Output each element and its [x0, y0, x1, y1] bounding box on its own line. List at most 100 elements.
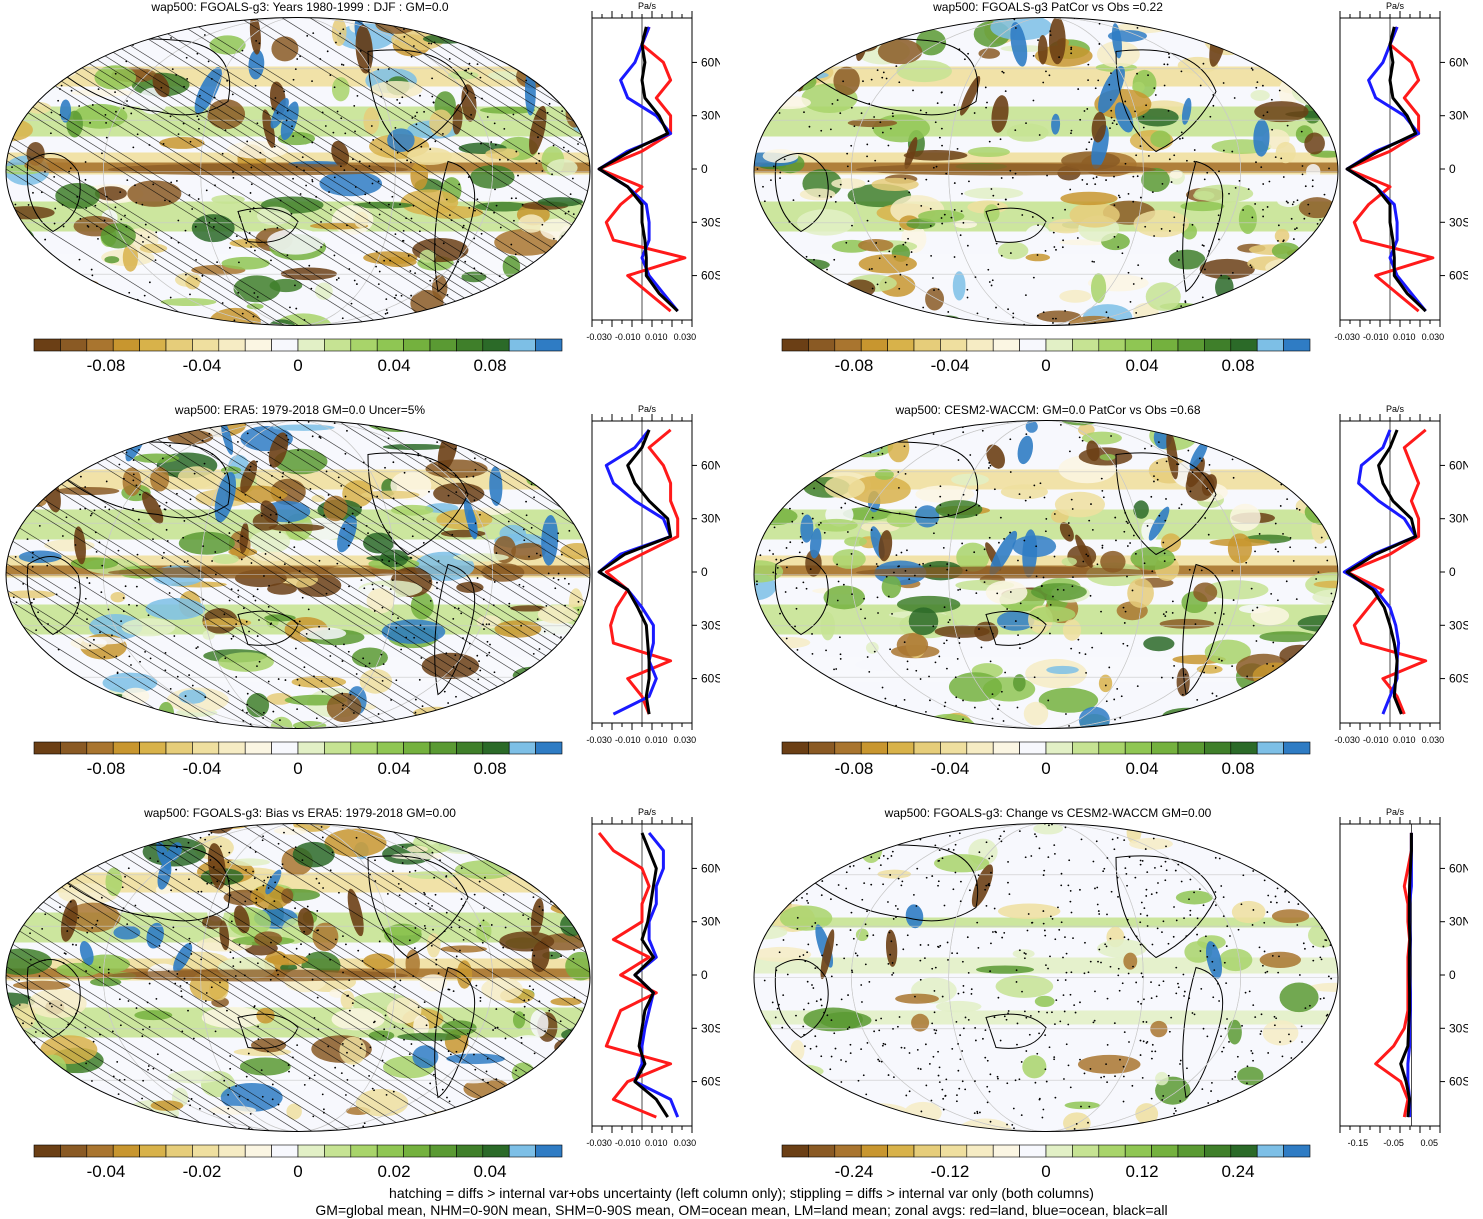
colorbar-swatch [1204, 1145, 1230, 1157]
map-field [751, 820, 1341, 1135]
colorbar-swatch [967, 339, 993, 351]
colorbar-tick-label: -0.04 [931, 759, 970, 778]
map-plot [3, 417, 593, 732]
zonal-unit-label: Pa/s [638, 1, 657, 11]
map-title: wap500: FGOALS-g3: Change vs CESM2-WACCM… [748, 806, 1348, 820]
colorbar-swatch [298, 339, 324, 351]
colorbar-swatch [1152, 1145, 1178, 1157]
colorbar-swatch [298, 1145, 324, 1157]
colorbar-swatch [808, 1145, 834, 1157]
colorbar-swatch [192, 1145, 218, 1157]
zonal-x-tick-label: -0.030 [586, 735, 612, 745]
colorbar-tick-label: 0.12 [1125, 1162, 1158, 1181]
colorbar-swatch [1099, 742, 1125, 754]
colorbar-swatch [166, 1145, 192, 1157]
colorbar-swatch [192, 742, 218, 754]
colorbar-swatch [967, 1145, 993, 1157]
colorbar-swatch [219, 742, 245, 754]
colorbar-swatch [993, 339, 1019, 351]
zonal-x-tick-label: 0.010 [1393, 332, 1416, 342]
colorbar-swatch [87, 1145, 113, 1157]
colorbar-swatch [219, 339, 245, 351]
colorbar-swatch [245, 742, 271, 754]
colorbar-swatch [430, 1145, 456, 1157]
colorbar-swatch [1257, 339, 1283, 351]
colorbar-tick-label: -0.08 [87, 759, 126, 778]
zonal-line-ocean [599, 430, 671, 714]
zonal-lat-label: 60S [1449, 672, 1468, 686]
colorbar-swatch [1020, 339, 1046, 351]
colorbar-swatch [509, 339, 535, 351]
zonal-line-land [1376, 833, 1412, 1117]
zonal-lat-label: 30S [701, 618, 720, 632]
colorbar-tick-label: -0.04 [87, 1162, 126, 1181]
colorbar-tick-label: -0.08 [835, 356, 874, 375]
map-plot [751, 820, 1341, 1135]
zonal-x-tick-label: -0.030 [1334, 735, 1360, 745]
colorbar-swatch [993, 742, 1019, 754]
colorbar-tick-label: 0.02 [377, 1162, 410, 1181]
colorbar-swatch [1125, 339, 1151, 351]
colorbar-tick-label: 0.08 [473, 356, 506, 375]
zonal-x-tick-label: 0.010 [645, 735, 668, 745]
colorbar-swatch [1178, 742, 1204, 754]
zonal-lat-label: 60S [1449, 1075, 1468, 1089]
colorbar-swatch [782, 742, 808, 754]
zonal-x-tick-label: -0.05 [1383, 1138, 1404, 1148]
colorbar-swatch [60, 339, 86, 351]
colorbar-swatch [377, 339, 403, 351]
zonal-x-tick-label: 0.010 [645, 332, 668, 342]
colorbar-swatch [536, 339, 562, 351]
colorbar-swatch [324, 742, 350, 754]
colorbar-swatch [914, 1145, 940, 1157]
zonal-lat-label: 0 [701, 968, 708, 982]
panel-4: wap500: CESM2-WACCM: GM=0.0 PatCor vs Ob… [748, 403, 1483, 803]
colorbar-swatch [87, 742, 113, 754]
colorbar-swatch [914, 742, 940, 754]
map-plot [3, 14, 593, 329]
zonal-lat-label: 0 [1449, 162, 1456, 176]
colorbar-swatch [351, 742, 377, 754]
colorbar-swatch [1046, 339, 1072, 351]
zonal-lat-label: 30N [1449, 512, 1468, 526]
colorbar-swatch [1284, 1145, 1310, 1157]
colorbar-swatch [404, 339, 430, 351]
zonal-lat-label: 60N [1449, 55, 1468, 69]
zonal-x-tick-label: 0.010 [1393, 735, 1416, 745]
colorbar-swatch [1072, 1145, 1098, 1157]
map-field [751, 14, 1341, 329]
colorbar-swatch [914, 339, 940, 351]
map-field [3, 417, 593, 732]
zonal-unit-label: Pa/s [1386, 807, 1405, 817]
colorbar-swatch [219, 1145, 245, 1157]
colorbar-tick-label: 0.04 [377, 759, 410, 778]
colorbar-tick-label: -0.04 [183, 356, 222, 375]
zonal-line-all [635, 833, 668, 1117]
colorbar-swatch [1099, 1145, 1125, 1157]
colorbar-swatch [1204, 339, 1230, 351]
colorbar-swatch [113, 742, 139, 754]
colorbar-swatch [1178, 1145, 1204, 1157]
map-plot [3, 820, 593, 1135]
colorbar-tick-label: 0 [1041, 759, 1050, 778]
colorbar-swatch [377, 742, 403, 754]
zonal-unit-label: Pa/s [638, 404, 657, 414]
colorbar-swatch [835, 339, 861, 351]
colorbar-tick-label: 0.04 [377, 356, 410, 375]
map-title: wap500: ERA5: 1979-2018 GM=0.0 Uncer=5% [0, 403, 600, 417]
zonal-lat-label: 60N [701, 458, 720, 472]
colorbar-swatch [1046, 1145, 1072, 1157]
colorbar-swatch [456, 742, 482, 754]
footer-line-1: hatching = diffs > internal var+obs unce… [0, 1185, 1483, 1202]
zonal-x-tick-label: 0.030 [674, 332, 697, 342]
colorbar-swatch [404, 1145, 430, 1157]
colorbar-swatch [140, 1145, 166, 1157]
zonal-x-tick-label: 0.030 [1422, 332, 1445, 342]
colorbar-tick-label: -0.08 [835, 759, 874, 778]
footer-line-2: GM=global mean, NHM=0-90N mean, SHM=0-90… [0, 1202, 1483, 1219]
